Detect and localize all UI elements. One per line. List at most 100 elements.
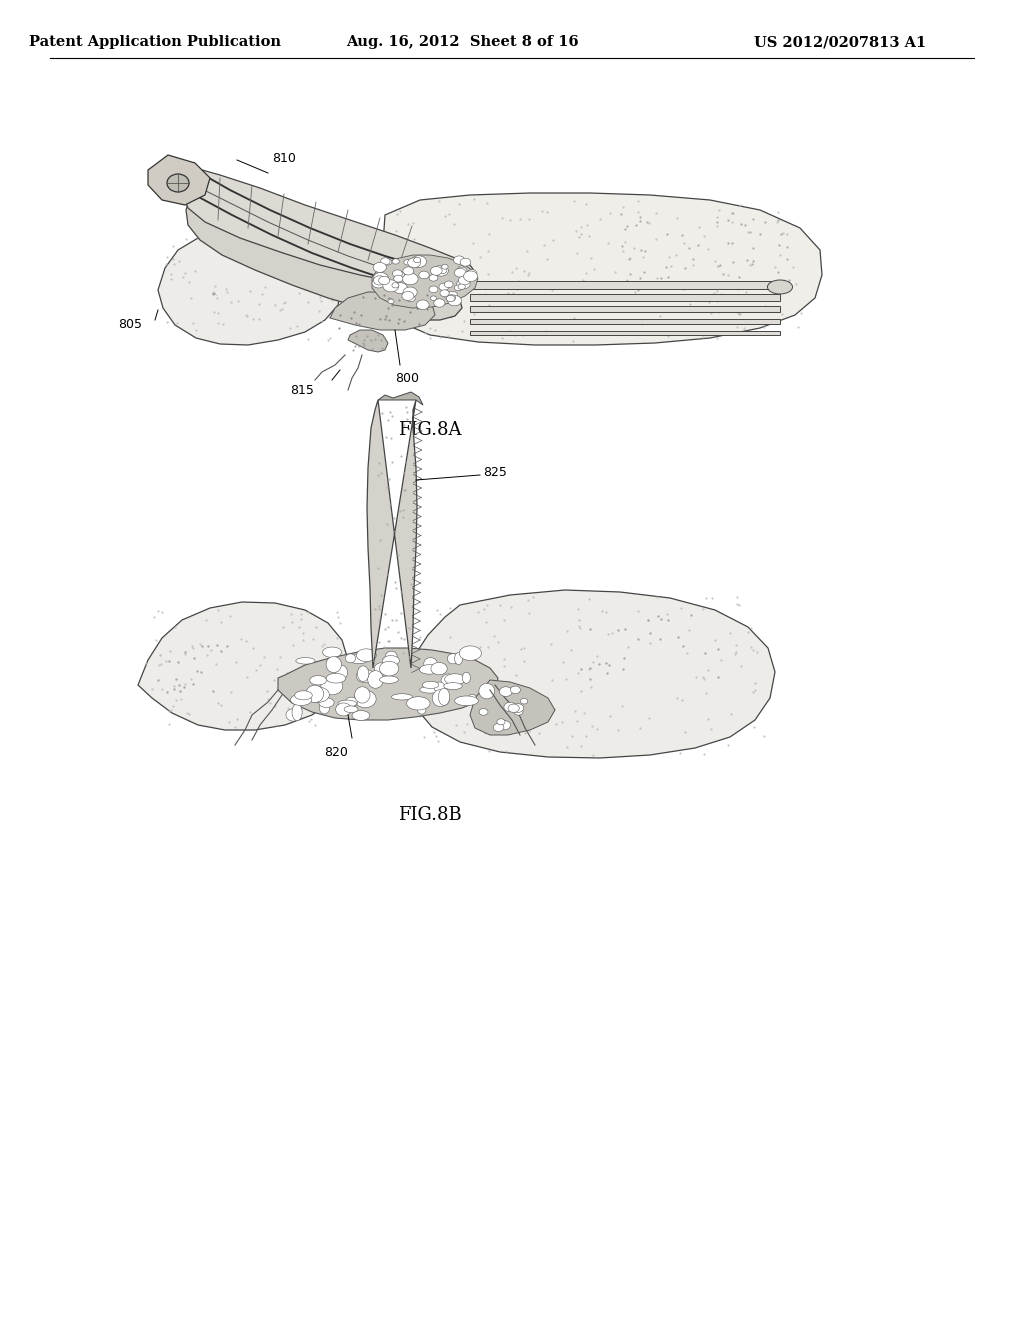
Ellipse shape [310, 676, 327, 685]
Ellipse shape [447, 653, 459, 664]
Ellipse shape [374, 272, 388, 284]
Ellipse shape [372, 279, 385, 288]
Ellipse shape [321, 677, 343, 694]
Text: 815: 815 [290, 384, 314, 396]
Text: Patent Application Publication: Patent Application Publication [29, 36, 281, 49]
Ellipse shape [391, 694, 413, 700]
Ellipse shape [380, 676, 398, 684]
Ellipse shape [429, 286, 438, 293]
Ellipse shape [512, 704, 523, 713]
Ellipse shape [373, 263, 386, 272]
Ellipse shape [388, 300, 394, 304]
Ellipse shape [419, 665, 439, 675]
Ellipse shape [424, 657, 437, 669]
Ellipse shape [460, 259, 471, 267]
Ellipse shape [407, 296, 415, 302]
Ellipse shape [504, 702, 516, 711]
Ellipse shape [430, 296, 436, 301]
Ellipse shape [402, 267, 414, 275]
Ellipse shape [457, 279, 470, 289]
FancyBboxPatch shape [470, 331, 780, 335]
Ellipse shape [344, 706, 358, 713]
Ellipse shape [356, 669, 375, 682]
Ellipse shape [768, 280, 793, 294]
Ellipse shape [462, 672, 470, 684]
Ellipse shape [441, 675, 457, 688]
Ellipse shape [409, 260, 417, 267]
Ellipse shape [420, 686, 440, 693]
Ellipse shape [326, 656, 341, 673]
Ellipse shape [434, 298, 445, 308]
Text: 800: 800 [395, 371, 419, 384]
Text: $\ast_{\cdot}$: $\ast_{\cdot}$ [210, 289, 219, 297]
Polygon shape [348, 330, 388, 352]
Ellipse shape [402, 273, 418, 285]
Ellipse shape [459, 276, 470, 285]
Ellipse shape [438, 688, 450, 705]
Ellipse shape [385, 651, 397, 661]
Ellipse shape [447, 294, 456, 301]
Ellipse shape [345, 653, 355, 663]
Text: Aug. 16, 2012  Sheet 8 of 16: Aug. 16, 2012 Sheet 8 of 16 [346, 36, 579, 49]
Ellipse shape [323, 647, 342, 657]
Ellipse shape [291, 694, 311, 705]
Ellipse shape [461, 280, 468, 285]
Ellipse shape [430, 267, 442, 276]
Ellipse shape [394, 275, 402, 282]
Ellipse shape [464, 271, 477, 281]
Text: FIG.8B: FIG.8B [398, 807, 462, 824]
Ellipse shape [434, 265, 449, 276]
Ellipse shape [479, 709, 488, 715]
Ellipse shape [468, 694, 476, 704]
Ellipse shape [407, 697, 430, 710]
Ellipse shape [383, 259, 392, 265]
Ellipse shape [447, 292, 458, 300]
Ellipse shape [431, 663, 447, 675]
Ellipse shape [167, 174, 189, 191]
Ellipse shape [354, 686, 370, 704]
Ellipse shape [508, 704, 519, 713]
Ellipse shape [338, 700, 356, 708]
Ellipse shape [402, 292, 414, 301]
Ellipse shape [319, 702, 330, 714]
Ellipse shape [352, 710, 370, 721]
Ellipse shape [374, 663, 387, 676]
Text: FIG.8A: FIG.8A [398, 421, 462, 440]
Polygon shape [378, 193, 822, 345]
Ellipse shape [455, 285, 462, 290]
Ellipse shape [392, 259, 399, 264]
Ellipse shape [500, 686, 512, 697]
Ellipse shape [379, 276, 390, 285]
Ellipse shape [306, 685, 324, 702]
Ellipse shape [446, 296, 455, 302]
Ellipse shape [458, 267, 467, 275]
Ellipse shape [458, 284, 465, 289]
Ellipse shape [382, 656, 399, 665]
Ellipse shape [403, 260, 411, 265]
Ellipse shape [417, 300, 429, 310]
Polygon shape [378, 392, 423, 405]
Ellipse shape [414, 257, 421, 263]
Ellipse shape [441, 264, 449, 269]
Polygon shape [330, 292, 435, 330]
Ellipse shape [326, 673, 346, 682]
Ellipse shape [438, 693, 450, 705]
Ellipse shape [306, 686, 330, 702]
Ellipse shape [397, 272, 404, 277]
Ellipse shape [392, 282, 399, 288]
Ellipse shape [447, 296, 462, 306]
Polygon shape [186, 198, 462, 319]
Ellipse shape [392, 269, 402, 277]
Ellipse shape [455, 696, 478, 706]
Text: 805: 805 [118, 318, 142, 331]
Ellipse shape [429, 275, 438, 281]
Ellipse shape [444, 293, 451, 298]
Polygon shape [138, 602, 348, 730]
Ellipse shape [494, 723, 504, 731]
Text: 825: 825 [483, 466, 507, 479]
Polygon shape [410, 590, 775, 758]
Ellipse shape [467, 269, 477, 277]
Ellipse shape [336, 704, 351, 715]
Ellipse shape [354, 690, 376, 708]
Ellipse shape [296, 657, 315, 664]
